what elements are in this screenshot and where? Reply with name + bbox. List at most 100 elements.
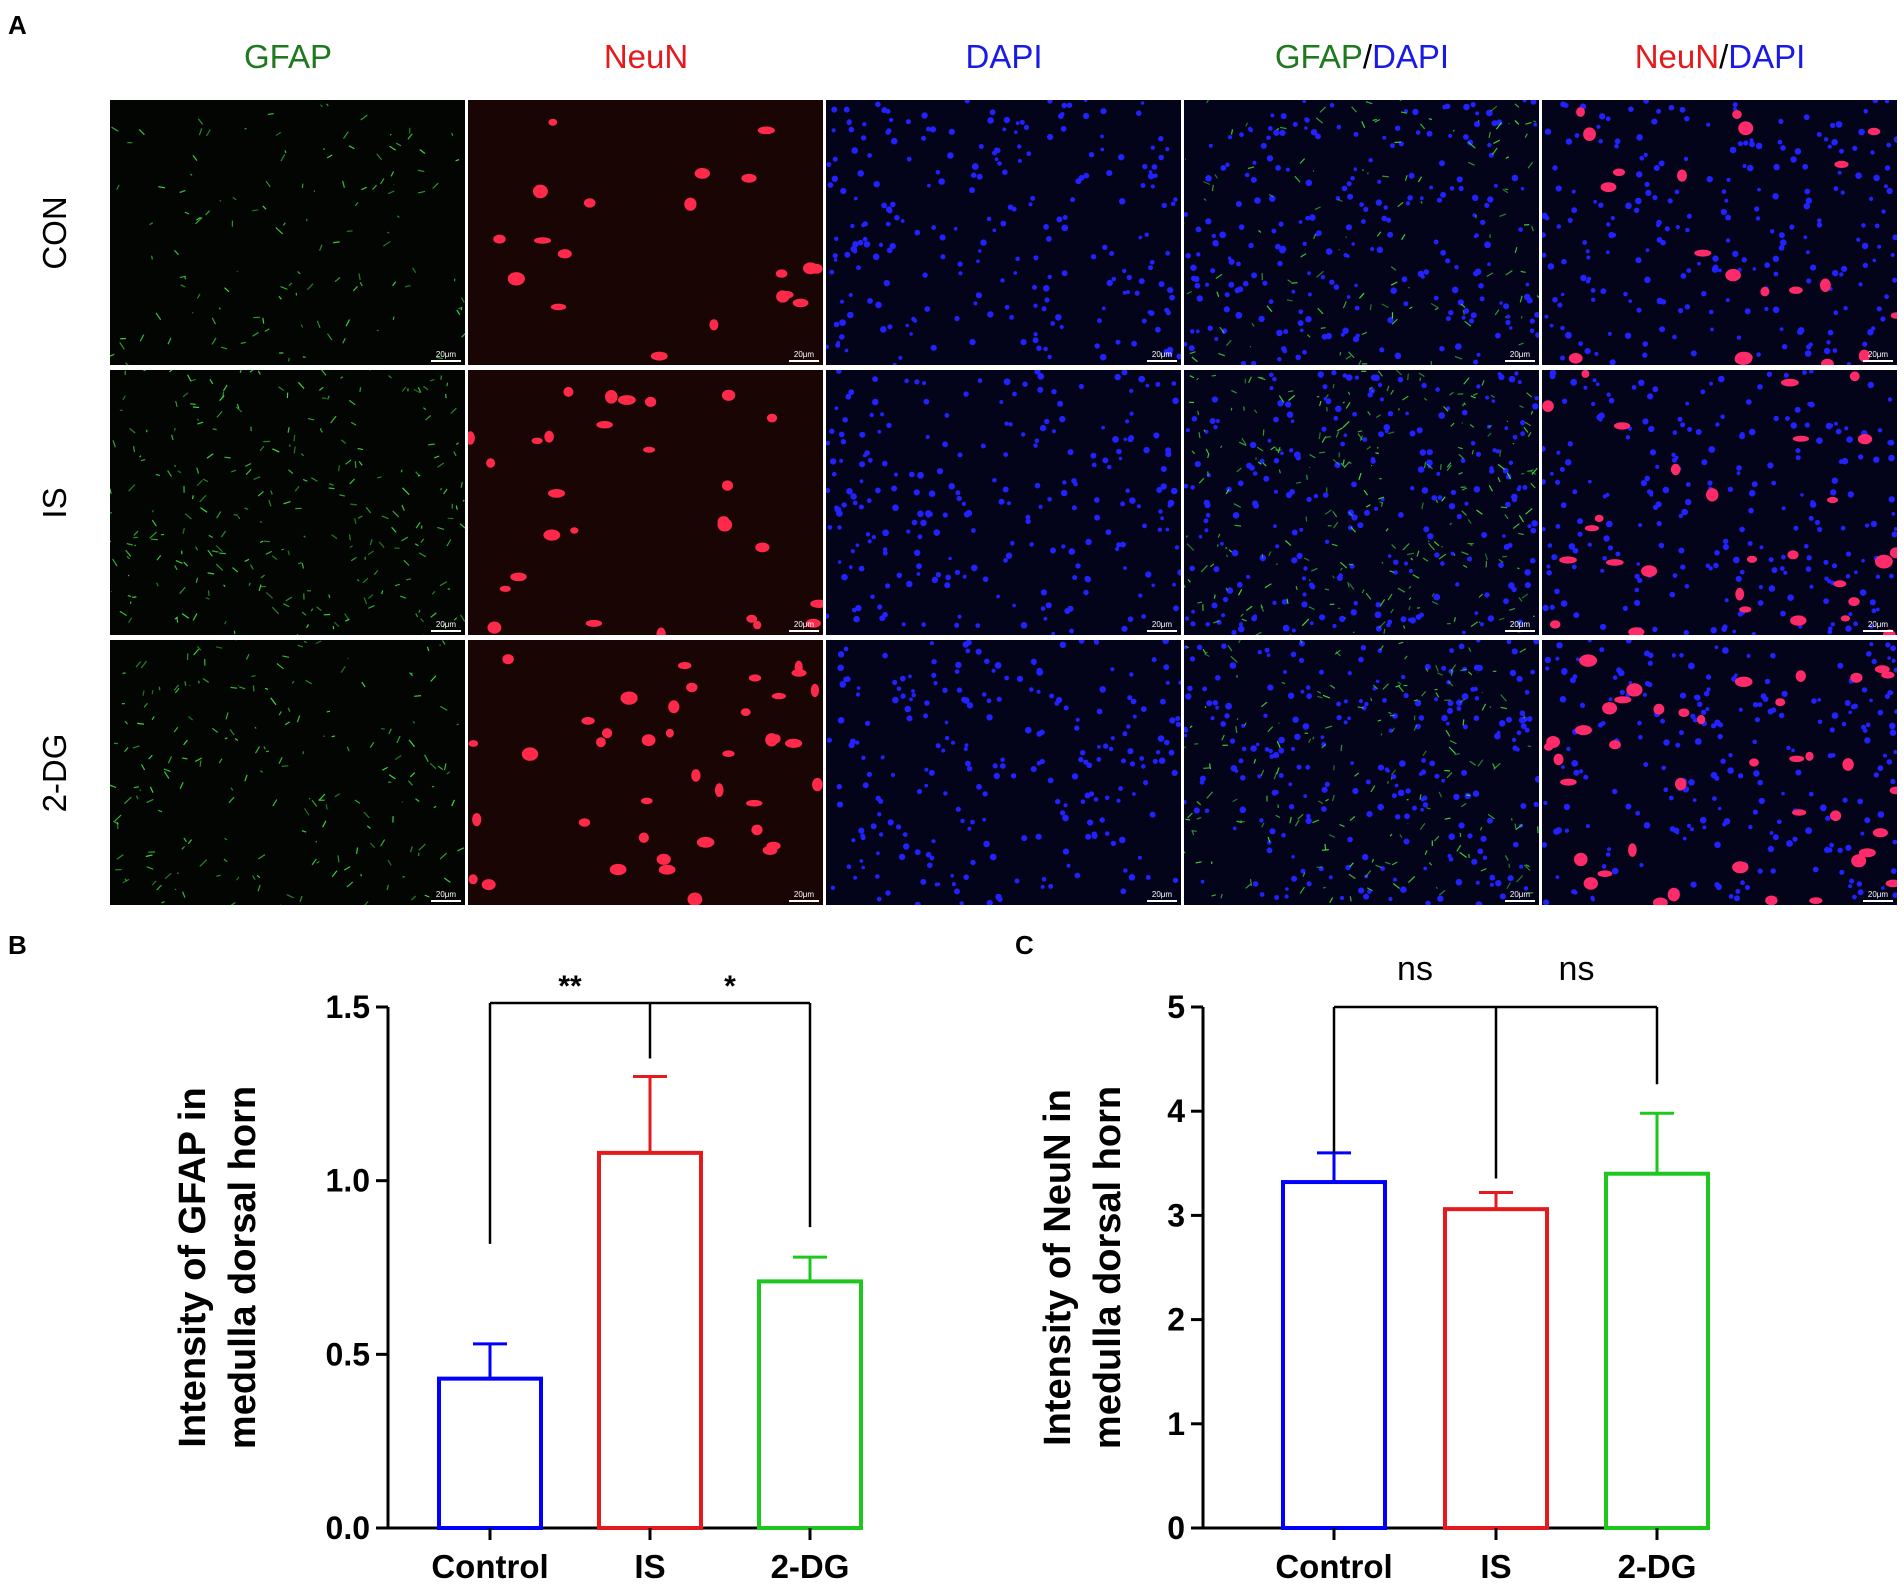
significance-label: ** [558,970,582,1003]
column-header-part: NeuN [1634,38,1720,75]
scale-bar-label: 20μm [793,350,815,359]
scale-bar-label: 20μm [435,620,457,629]
micrograph-0-1: 20μm [468,100,823,365]
x-tick-label: IS [634,1548,665,1585]
column-header-2: DAPI [826,38,1182,76]
column-header-part: DAPI [965,38,1043,75]
panel-label-b: B [8,930,27,960]
row-label-0: CON [36,195,73,270]
scale-bar-line [789,360,819,362]
panel-label-c: C [1015,930,1034,960]
scale-bar-label: 20μm [793,620,815,629]
significance-label: ns [1397,950,1433,988]
scale-bar-line [431,630,461,632]
significance-label: ns [1559,950,1595,988]
scale-bar: 20μm [789,350,819,362]
micrograph-2-4: 20μm [1542,640,1897,905]
micrograph-0-4: 20μm [1542,100,1897,365]
scale-bar-label: 20μm [435,350,457,359]
row-label-2: 2-DG [36,733,73,812]
micrograph-1-2: 20μm [826,370,1181,635]
scale-bar-label: 20μm [1151,620,1173,629]
y-tick-label: 0 [1167,1510,1185,1546]
scale-bar-line [1147,900,1177,902]
scale-bar-line [1505,630,1535,632]
micrograph-1-4: 20μm [1542,370,1897,635]
micrograph-2-3: 20μm [1184,640,1539,905]
bar-is [597,1150,703,1530]
column-header-part: DAPI [1372,38,1450,75]
x-tick-label: 2-DG [771,1548,850,1585]
scale-bar: 20μm [1505,890,1535,902]
scale-bar-label: 20μm [435,890,457,899]
y-tick-label: 0.5 [326,1336,370,1372]
micrograph-1-0: 20μm [110,370,465,635]
column-header-0: GFAP [110,38,466,76]
gfap-bar-chart: 0.0 0.5 1.0 1.5 Intensity of GFAP in medulla … [172,970,863,1585]
bar-control [1281,1180,1387,1530]
scale-bar-line [431,360,461,362]
scale-bar-line [431,900,461,902]
column-header-1: NeuN [468,38,824,76]
scale-bar-label: 20μm [1867,890,1889,899]
scale-bar-line [1505,360,1535,362]
y-axis-label: medulla dorsal horn [222,1086,264,1449]
scale-bar: 20μm [1147,620,1177,632]
scale-bar: 20μm [431,350,461,362]
bar-control [437,1376,543,1530]
scale-bar-label: 20μm [1867,620,1889,629]
y-axis-label: medulla dorsal horn [1087,1086,1129,1449]
bar-2-dg [1604,1171,1710,1530]
column-header-part: / [1362,38,1373,75]
scale-bar-label: 20μm [1509,890,1531,899]
y-tick-label: 4 [1167,1093,1185,1129]
scale-bar: 20μm [1505,350,1535,362]
panel-label-a: A [8,10,27,40]
scale-bar-line [789,900,819,902]
scale-bar: 20μm [431,620,461,632]
scale-bar-line [1863,360,1893,362]
scale-bar-label: 20μm [1509,620,1531,629]
column-header-4: NeuN/DAPI [1542,38,1898,76]
micrograph-0-3: 20μm [1184,100,1539,365]
x-tick-label: Control [1275,1548,1392,1585]
micrograph-0-0: 20μm [110,100,465,365]
y-tick-label: 1 [1167,1406,1185,1442]
column-header-part: GFAP [243,38,333,75]
scale-bar: 20μm [1147,890,1177,902]
y-tick-label: 2 [1167,1302,1185,1338]
scale-bar: 20μm [431,890,461,902]
neun-bar-chart: 0 1 2 3 4 5 Intensity of NeuN in medulla dorsal… [1037,950,1710,1585]
micrograph-2-0: 20μm [110,640,465,905]
y-tick-label: 1.0 [326,1163,370,1199]
scale-bar: 20μm [1505,620,1535,632]
column-header-3: GFAP/DAPI [1184,38,1540,76]
x-tick-label: Control [431,1548,548,1585]
scale-bar-label: 20μm [1509,350,1531,359]
scale-bar: 20μm [1147,350,1177,362]
significance-label: * [724,970,736,1003]
y-tick-label: 3 [1167,1197,1185,1233]
scale-bar: 20μm [789,620,819,632]
micrograph-1-3: 20μm [1184,370,1539,635]
y-axis-label: Intensity of GFAP in [172,1087,214,1447]
micrograph-2-1: 20μm [468,640,823,905]
scale-bar-line [1863,630,1893,632]
scale-bar-line [1863,900,1893,902]
column-header-part: DAPI [1728,38,1806,75]
y-tick-label: 0.0 [326,1510,370,1546]
micrograph-1-1: 20μm [468,370,823,635]
scale-bar-line [1147,630,1177,632]
y-tick-label: 1.5 [326,989,370,1025]
scale-bar-label: 20μm [1151,350,1173,359]
column-header-part: NeuN [603,38,689,75]
micrograph-2-2: 20μm [826,640,1181,905]
scale-bar-line [789,630,819,632]
scale-bar-line [1505,900,1535,902]
scale-bar: 20μm [1863,350,1893,362]
scale-bar: 20μm [1863,890,1893,902]
micrograph-0-2: 20μm [826,100,1181,365]
column-header-part: GFAP [1274,38,1363,75]
x-tick-label: IS [1480,1548,1511,1585]
scale-bar-label: 20μm [793,890,815,899]
